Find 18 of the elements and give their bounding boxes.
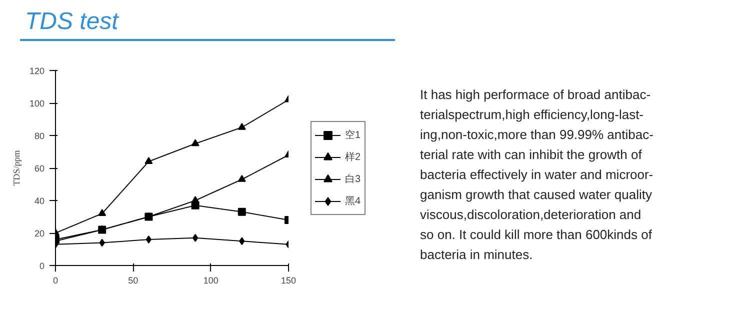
legend-label: 空1: [345, 128, 361, 142]
y-tick-label: 0: [39, 261, 45, 271]
y-axis-title: TDS/ppm: [11, 150, 22, 186]
text: It has high performace of broad antibac- terialspectrum,high efficiency,long-last- ing,non-toxic,more than 99.99% antibac- terial rate with can inhibit the growth of bacteria effectively in water and microor- ganism growth that caused water quality viscous,discoloration,deterioration and so on. It could kill more than 600kinds of bacteria in minutes.: [420, 87, 654, 262]
x-tick-label: 0: [52, 276, 58, 286]
chart-title: TDS test: [20, 5, 395, 42]
x-tick-label: 50: [128, 276, 138, 286]
legend-label: 样2: [345, 150, 361, 164]
legend-label: 白3: [345, 172, 361, 186]
y-tick-label: 80: [34, 131, 45, 141]
x-tick-label: 150: [280, 276, 296, 286]
y-tick-label: 60: [34, 164, 45, 174]
y-tick-label: 40: [34, 196, 45, 206]
y-tick-label: 100: [29, 98, 45, 108]
x-tick-label: 100: [203, 276, 218, 286]
legend-label: 黑4: [345, 194, 361, 208]
y-tick-label: 120: [29, 66, 45, 76]
y-tick-label: 20: [34, 228, 45, 238]
